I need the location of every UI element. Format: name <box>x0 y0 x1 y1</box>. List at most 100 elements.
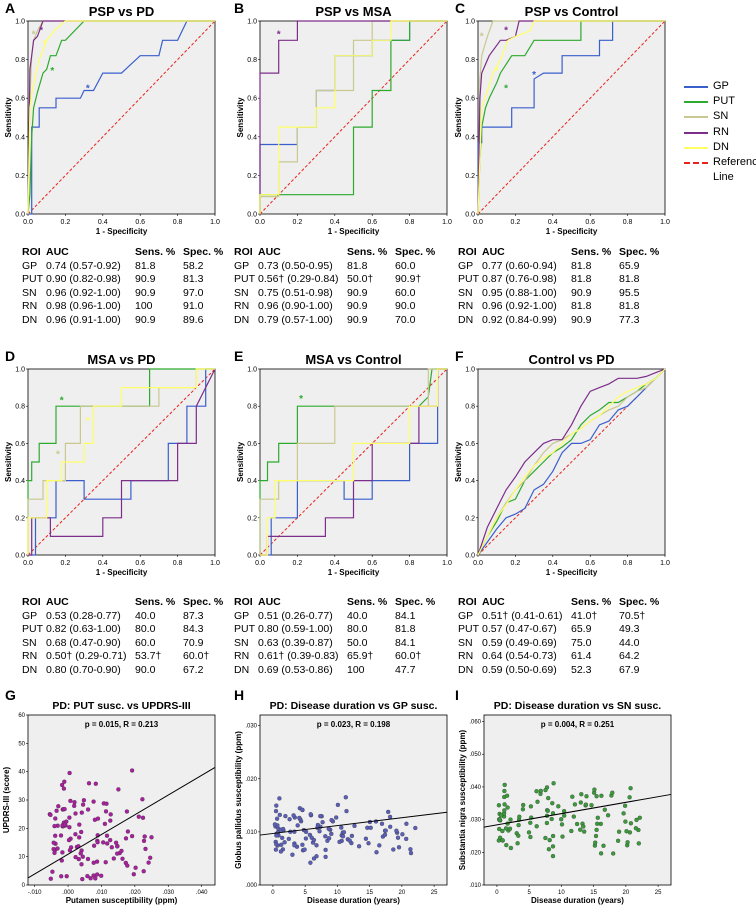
data-point <box>140 815 146 820</box>
data-point <box>125 829 131 834</box>
data-point <box>400 832 405 837</box>
table-row: PUT 0.87 (0.76-0.98) 81.8 81.8 <box>458 273 669 287</box>
data-point <box>502 788 507 794</box>
x-tick-label: 1.0 <box>210 219 220 226</box>
table-cell: 0.57 (0.47-0.67) <box>482 623 557 636</box>
data-point <box>272 822 278 827</box>
data-point <box>53 833 58 838</box>
table-cell: 67.9 <box>619 663 640 676</box>
panel-letter-a: A <box>5 0 15 16</box>
data-point <box>129 833 135 839</box>
data-point <box>141 869 146 874</box>
legend-label: SN <box>713 110 729 123</box>
data-point <box>520 807 526 812</box>
significance-star-gp: * <box>532 70 536 81</box>
table-cell: PUT <box>22 273 43 286</box>
data-point <box>125 863 130 868</box>
y-tick-label: 0.2 <box>247 173 257 180</box>
panel-letter-i: I <box>455 687 459 703</box>
data-point <box>621 811 626 816</box>
data-point <box>105 841 110 846</box>
data-point <box>116 787 121 792</box>
x-tick-label: 1.0 <box>660 219 670 226</box>
y-tick-label: 0.8 <box>247 57 257 64</box>
table-cell: 81.8 <box>571 273 592 286</box>
data-point <box>515 841 520 846</box>
data-point <box>594 827 599 833</box>
table-cell: 70.5† <box>619 609 646 622</box>
point-cloud <box>272 795 418 865</box>
reference-line <box>477 368 666 556</box>
auc-table-e: ROI AUC Sens. % Spec. % GP 0.51 (0.26-0.77) 40… <box>234 596 445 678</box>
table-header: Spec. % <box>619 246 660 258</box>
x-tick-label: .030 <box>162 890 174 896</box>
data-point <box>592 787 597 792</box>
significance-star-dn: * <box>43 39 47 50</box>
data-point <box>94 859 100 864</box>
data-point <box>572 802 578 807</box>
table-cell: 65.9 <box>619 259 640 272</box>
stat-annotation: p = 0.015, R = 0.213 <box>85 720 159 729</box>
table-header: ROI <box>234 596 253 608</box>
data-point <box>80 854 85 859</box>
y-tick-label: 20 <box>18 826 25 832</box>
data-point <box>624 829 629 834</box>
table-cell: 70.9 <box>183 636 204 649</box>
y-tick-label: 0.0 <box>247 212 257 219</box>
regression-line <box>483 793 672 828</box>
data-point <box>602 807 607 812</box>
table-cell: 0.80 (0.59-1.00) <box>258 623 333 636</box>
table-cell: 80.0 <box>135 623 156 636</box>
y-tick-label: 0.4 <box>247 134 257 141</box>
data-point <box>103 860 108 865</box>
y-tick-label: 0.4 <box>465 478 475 485</box>
y-tick-label: 0.0 <box>247 553 257 560</box>
table-cell: 0.75 (0.51-0.98) <box>258 286 333 299</box>
data-point <box>51 846 56 852</box>
table-header: AUC <box>46 246 69 258</box>
x-tick-label: 20 <box>623 890 630 896</box>
data-point <box>115 844 120 849</box>
data-point <box>579 792 584 797</box>
table-row: GP 0.53 (0.28-0.77) 40.0 87.3 <box>22 610 233 624</box>
data-point <box>300 807 305 812</box>
x-tick-label: 20 <box>399 890 406 896</box>
table-cell: 61.4 <box>571 650 592 663</box>
data-point <box>149 835 154 840</box>
data-point <box>108 818 113 823</box>
legend-label: RN <box>713 125 729 138</box>
data-point <box>102 821 108 827</box>
legend-swatch <box>684 101 708 104</box>
chart-title: PD: Disease duration vs GP susc. <box>270 700 438 712</box>
table-header: Sens. % <box>571 246 612 258</box>
table-cell: 0.61† (0.39-0.83) <box>258 650 339 663</box>
table-cell: RN <box>458 300 474 313</box>
data-point <box>526 830 532 835</box>
x-tick-label: 0.2 <box>511 560 521 567</box>
table-cell: SN <box>234 286 249 299</box>
y-tick-label: 0.6 <box>15 441 25 448</box>
data-point <box>323 834 328 839</box>
data-point <box>146 860 151 865</box>
data-point <box>347 838 352 843</box>
plot-area <box>27 20 216 215</box>
data-point <box>516 833 521 838</box>
y-tick-label: 0.2 <box>15 515 25 522</box>
x-tick-label: 0 <box>271 890 275 896</box>
roc-panel-D: MSA vs PD 0.00.0 0.2 0.2 0.4 0.4 0.6 0.6 0.8 0.8 1… <box>4 352 220 577</box>
data-point <box>78 851 83 856</box>
data-point <box>535 799 540 804</box>
x-tick-label: 0.8 <box>623 219 633 226</box>
data-point <box>290 852 295 857</box>
x-tick-label: 1.0 <box>210 560 220 567</box>
table-cell: 50.0 <box>347 636 368 649</box>
data-point <box>352 823 357 829</box>
data-point <box>133 865 138 870</box>
table-cell: 90.9 <box>135 273 156 286</box>
table-cell: 95.5 <box>619 286 640 299</box>
data-point <box>61 786 67 791</box>
table-cell: 60.0 <box>395 259 416 272</box>
table-row: SN 0.68 (0.47-0.90) 60.0 70.9 <box>22 637 233 651</box>
table-cell: 90.9 <box>347 313 368 326</box>
